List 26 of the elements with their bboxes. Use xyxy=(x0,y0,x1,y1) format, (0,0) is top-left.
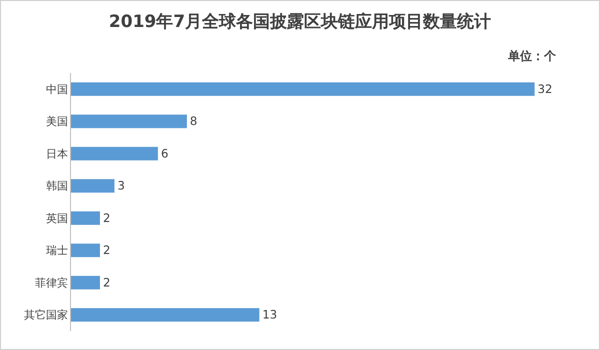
data-label: 32 xyxy=(538,82,552,96)
bar xyxy=(71,146,158,160)
bar xyxy=(71,211,100,225)
y-tick-label: 韩国 xyxy=(46,180,68,193)
y-tick-label: 瑞士 xyxy=(46,244,68,258)
bar xyxy=(71,179,114,193)
data-label: 3 xyxy=(117,178,125,193)
y-tick-label: 其它国家 xyxy=(24,308,68,322)
data-label: 13 xyxy=(262,308,278,322)
y-tick-label: 菲律宾 xyxy=(34,276,68,290)
data-label: 2 xyxy=(102,243,110,258)
bar xyxy=(71,308,260,322)
data-label: 2 xyxy=(102,275,110,290)
bar xyxy=(71,244,100,258)
data-label: 2 xyxy=(102,210,110,225)
chart-title: 2019年7月全球各国披露区块链应用项目数量统计 xyxy=(108,12,492,32)
y-tick-label: 美国 xyxy=(46,115,68,128)
y-tick-label: 日本 xyxy=(46,147,68,160)
data-label: 6 xyxy=(160,146,168,160)
y-tick-label: 英国 xyxy=(46,212,68,225)
bar xyxy=(71,114,187,128)
bar xyxy=(71,276,100,290)
y-tick-label: 中国 xyxy=(46,82,68,96)
text: 单位：个 xyxy=(507,49,557,63)
data-label: 8 xyxy=(190,114,198,128)
bar xyxy=(71,82,535,96)
